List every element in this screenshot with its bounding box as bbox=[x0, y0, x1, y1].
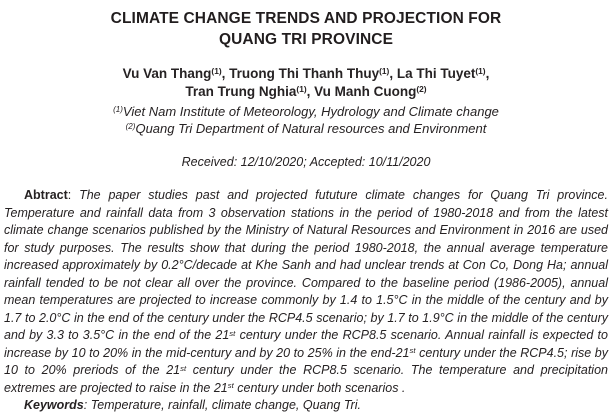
authors-block: Vu Van Thang(1), Truong Thi Thanh Thuy(1… bbox=[4, 65, 608, 101]
keywords-label: Keywords bbox=[24, 398, 84, 412]
authors-line1: Vu Van Thang(1), Truong Thi Thanh Thuy(1… bbox=[122, 66, 490, 81]
abstract-separator: : bbox=[67, 188, 80, 202]
abstract-paragraph: Abtract: The paper studies past and proj… bbox=[4, 187, 608, 397]
affiliation-line2: (2)Quang Tri Department of Natural resou… bbox=[125, 121, 487, 136]
received-accepted-dates: Received: 12/10/2020; Accepted: 10/11/20… bbox=[181, 155, 431, 169]
paper-title-line1: CLIMATE CHANGE TRENDS AND PROJECTION FOR bbox=[110, 10, 502, 27]
authors-line2: Tran Trung Nghia(1), Vu Manh Cuong(2) bbox=[185, 84, 427, 99]
affiliation-line1: (1)Viet Nam Institute of Meteorology, Hy… bbox=[113, 104, 499, 119]
abstract-label: Abtract bbox=[24, 188, 68, 202]
abstract-text: The paper studies past and projected fut… bbox=[4, 188, 608, 395]
keywords-separator: : bbox=[83, 398, 91, 412]
keywords-line: Keywords: Temperature, rainfall, climate… bbox=[4, 397, 608, 412]
paper-title-line2: QUANG TRI PROVINCE bbox=[218, 31, 394, 48]
affiliations-block: (1)Viet Nam Institute of Meteorology, Hy… bbox=[4, 103, 608, 137]
keywords-text: Temperature, rainfall, climate change, Q… bbox=[90, 398, 361, 412]
paper-title: CLIMATE CHANGE TRENDS AND PROJECTION FOR… bbox=[40, 8, 572, 50]
